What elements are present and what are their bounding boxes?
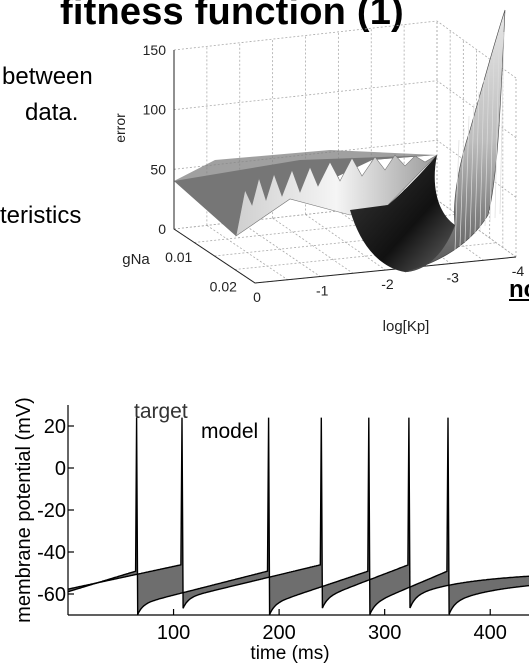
z-tick-label: 50 xyxy=(150,161,166,177)
body-text-characteristics: teristics xyxy=(0,202,82,229)
z-tick-label: 0 xyxy=(158,221,166,237)
y-tick-label: 0 xyxy=(55,458,66,480)
body-text-between: between xyxy=(2,63,93,90)
body-text-data: data. xyxy=(25,99,79,126)
y-tick-label: -60 xyxy=(37,584,66,606)
error-surface xyxy=(174,9,506,273)
model-trace xyxy=(67,417,529,609)
surface-edge-line xyxy=(484,67,490,227)
x-tick-label: 100 xyxy=(157,622,190,644)
body-text-performance: nce xyxy=(509,276,529,303)
z-axis-label: error xyxy=(112,113,128,143)
slide-title: fitness function (1) xyxy=(60,0,404,33)
gna-tick-label: 0.02 xyxy=(210,279,237,295)
logkp-tick-label: -1 xyxy=(316,283,329,299)
x-tick-label: 300 xyxy=(368,622,401,644)
trace-lines xyxy=(67,417,529,615)
voltage-axes xyxy=(67,405,529,616)
logkp-tick-label: -2 xyxy=(381,276,394,292)
y-tick-label: -40 xyxy=(37,542,66,564)
grid-line xyxy=(173,20,517,79)
y-axis-label: membrane potential (mV) xyxy=(13,397,35,623)
logkp-axis-label: log[Kp] xyxy=(383,318,430,335)
difference-fill xyxy=(68,417,529,615)
surface-edge-line xyxy=(469,103,475,239)
surface-spike-wall xyxy=(235,154,438,237)
surface-edge-line xyxy=(454,139,460,251)
target-trace xyxy=(67,417,529,615)
gna-axis-label: gNa xyxy=(122,251,150,268)
surface-edge-line xyxy=(464,115,470,243)
gna-tick-label: 0.01 xyxy=(165,249,192,265)
surface-edge-line xyxy=(474,91,480,235)
x-axis-label: time (ms) xyxy=(250,643,329,664)
surface-valley xyxy=(350,155,455,272)
trace-difference-area xyxy=(68,417,529,615)
grid-line xyxy=(305,214,386,271)
x-tick-label: 400 xyxy=(474,622,507,644)
logkp-tick-label: -4 xyxy=(512,263,525,279)
model-annotation: model xyxy=(201,420,258,443)
surface-edge-line xyxy=(494,43,500,219)
surface-axis-labels: 0 50 100 150 0.01 0.02 0 -1 -2 -3 -4 error gNa log[Kp… xyxy=(112,42,524,335)
surface-edge-line xyxy=(489,55,495,223)
surface-edge-line xyxy=(459,127,465,247)
z-tick-label: 150 xyxy=(143,42,167,58)
surface-rising-edge xyxy=(404,9,506,273)
x-tick-label: 200 xyxy=(262,622,295,644)
z-tick-label: 100 xyxy=(143,102,167,118)
logkp-tick-label: 0 xyxy=(253,289,261,305)
surface-axis-line xyxy=(173,50,517,284)
surface-edge-line xyxy=(479,79,485,231)
surface-plateau-top xyxy=(174,150,437,236)
logkp-tick-label: -3 xyxy=(447,270,460,286)
target-annotation: target xyxy=(134,400,188,423)
y-tick-label: -20 xyxy=(37,500,66,522)
y-tick-label: 20 xyxy=(44,416,66,438)
surface-edge-line xyxy=(499,31,505,215)
grid-line xyxy=(272,217,354,274)
